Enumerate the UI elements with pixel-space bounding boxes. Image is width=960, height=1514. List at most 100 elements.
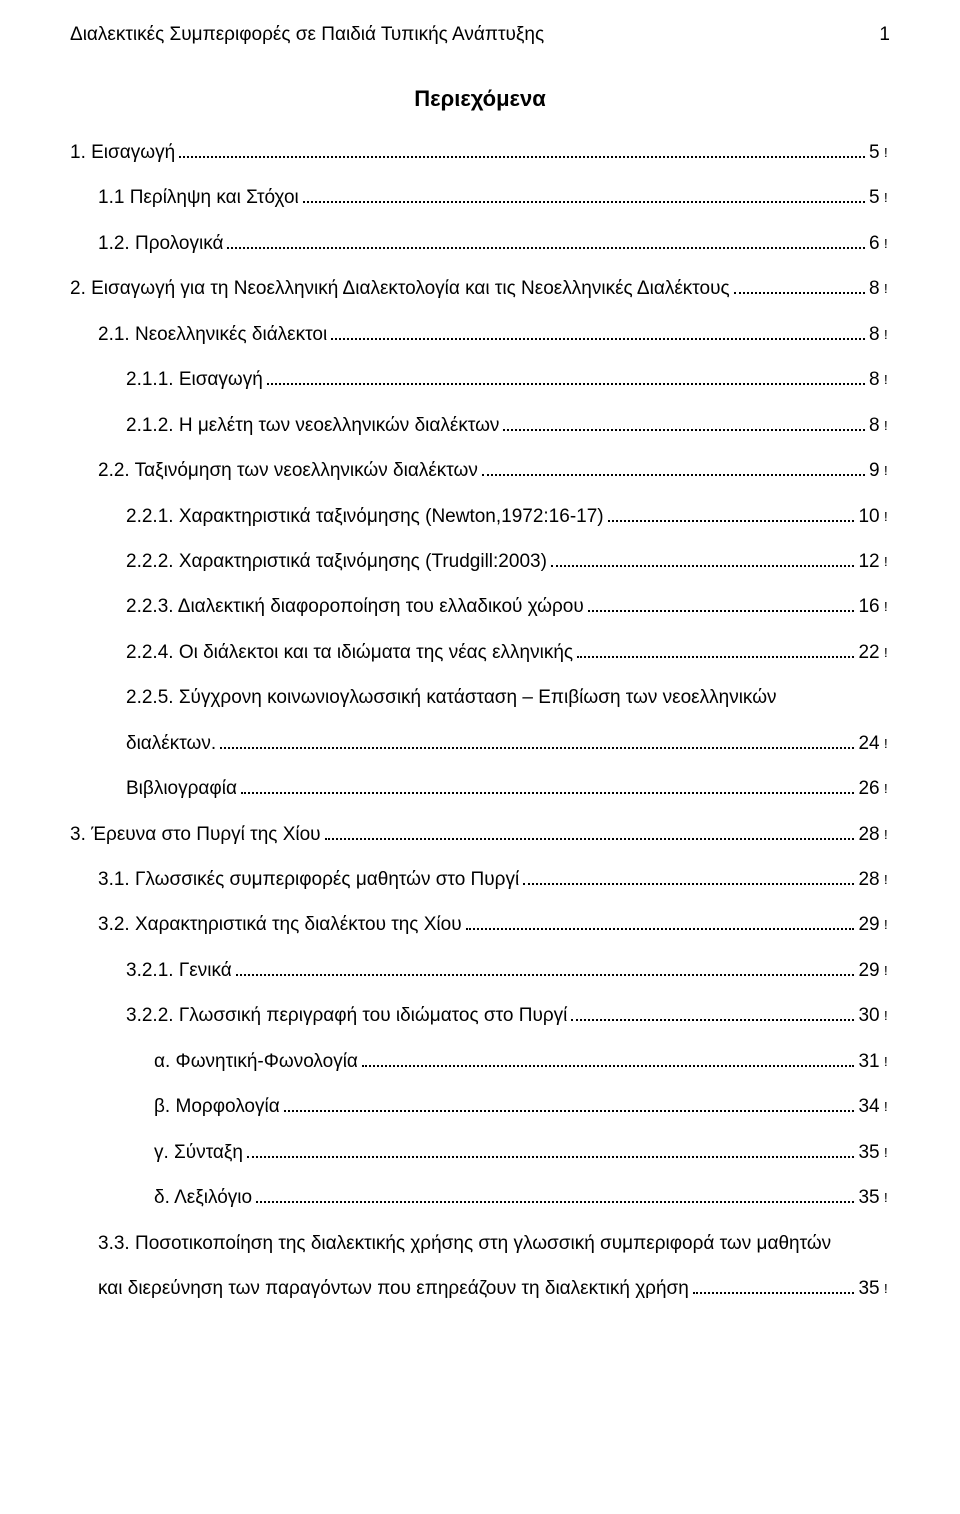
toc-entry-page: 34! <box>858 1092 890 1121</box>
dot-leader <box>227 234 865 249</box>
dot-leader <box>236 961 855 976</box>
toc-entry-label: 2.2.3. Διαλεκτική διαφοροποίηση του ελλα… <box>126 592 584 621</box>
toc-entry: 2.2.5. Σύγχρονη κοινωνιογλωσσική κατάστα… <box>70 683 890 758</box>
toc-entry: β. Μορφολογία 34! <box>70 1092 890 1121</box>
toc-entry-page: 35! <box>858 1183 890 1212</box>
toc-entry-page: 35! <box>858 1274 890 1303</box>
toc-entry-page: 8! <box>869 274 890 303</box>
dot-leader <box>551 552 855 567</box>
toc-entry-page: 35! <box>858 1138 890 1167</box>
dot-leader <box>523 870 854 885</box>
toc-entry-label: 2.2.5. Σύγχρονη κοινωνιογλωσσική κατάστα… <box>126 683 890 712</box>
page: Διαλεκτικές Συμπεριφορές σε Παιδιά Τυπικ… <box>0 0 960 1514</box>
toc-entry-label: 1.1 Περίληψη και Στόχοι <box>98 183 299 212</box>
toc-entry-mark: ! <box>882 235 890 257</box>
toc-entry-label: 2.2. Ταξινόμηση των νεοελληνικών διαλέκτ… <box>98 456 478 485</box>
dot-leader <box>325 824 855 839</box>
toc-entry: 1. Εισαγωγή5! <box>70 138 890 167</box>
toc-entry-label: γ. Σύνταξη <box>154 1138 243 1167</box>
running-title: Διαλεκτικές Συμπεριφορές σε Παιδιά Τυπικ… <box>70 24 544 46</box>
toc-entry-page: 24! <box>858 729 890 758</box>
toc-entry-label: Βιβλιογραφία <box>126 774 237 803</box>
toc-entry-page: 16! <box>858 592 890 621</box>
toc-entry: 3.3. Ποσοτικοποίηση της διαλεκτικής χρήσ… <box>70 1229 890 1304</box>
toc-entry-page: 28! <box>858 820 890 849</box>
toc-entry: 2.2.2. Χαρακτηριστικά ταξινόμησης (Trudg… <box>70 547 890 576</box>
toc-entry-mark: ! <box>882 508 890 530</box>
toc-entry: 2.2.3. Διαλεκτική διαφοροποίηση του ελλα… <box>70 592 890 621</box>
toc-entry-page: 31! <box>858 1047 890 1076</box>
toc-entry-mark: ! <box>882 962 890 984</box>
toc-entry: γ. Σύνταξη 35! <box>70 1138 890 1167</box>
toc-entry-label: 3. Έρευνα στο Πυργί της Χίου <box>70 820 321 849</box>
toc-entry-mark: ! <box>882 189 890 211</box>
toc-entry: 3.1. Γλωσσικές συμπεριφορές μαθητών στο … <box>70 865 890 894</box>
toc-entry: δ. Λεξιλόγιο35! <box>70 1183 890 1212</box>
toc-entry-page: 29! <box>858 956 890 985</box>
toc-entry-line2: και διερεύνηση των παραγόντων που επηρεά… <box>98 1274 890 1303</box>
toc-entry-mark: ! <box>882 1053 890 1075</box>
toc: 1. Εισαγωγή5!1.1 Περίληψη και Στόχοι5!1.… <box>70 138 890 1303</box>
dot-leader <box>482 461 865 476</box>
toc-entry-label: και διερεύνηση των παραγόντων που επηρεά… <box>98 1274 689 1303</box>
toc-entry-page: 12! <box>858 547 890 576</box>
dot-leader <box>331 324 865 339</box>
toc-entry-mark: ! <box>882 280 890 302</box>
toc-entry-mark: ! <box>882 417 890 439</box>
toc-entry-label: 3.3. Ποσοτικοποίηση της διαλεκτικής χρήσ… <box>98 1229 890 1258</box>
dot-leader <box>693 1279 855 1294</box>
toc-entry-mark: ! <box>882 780 890 802</box>
toc-entry-mark: ! <box>882 1280 890 1302</box>
toc-entry: 2.2.4. Οι διάλεκτοι και τα ιδιώματα της … <box>70 638 890 667</box>
dot-leader <box>247 1142 854 1157</box>
dot-leader <box>503 415 865 430</box>
toc-entry-label: 2.2.1. Χαρακτηριστικά ταξινόμησης (Newto… <box>126 502 604 531</box>
toc-entry: 1.2. Προλογικά6! <box>70 229 890 258</box>
toc-entry: 2.2.1. Χαρακτηριστικά ταξινόμησης (Newto… <box>70 502 890 531</box>
toc-entry-mark: ! <box>882 371 890 393</box>
toc-entry-label: 3.2.2. Γλωσσική περιγραφή του ιδιώματος … <box>126 1001 567 1030</box>
toc-entry-label: 2.2.2. Χαρακτηριστικά ταξινόμησης (Trudg… <box>126 547 547 576</box>
toc-entry-mark: ! <box>882 735 890 757</box>
toc-entry-label: 3.2.1. Γενικά <box>126 956 232 985</box>
toc-entry-mark: ! <box>882 871 890 893</box>
dot-leader <box>588 597 855 612</box>
toc-entry-mark: ! <box>882 462 890 484</box>
toc-entry: 2.2. Ταξινόμηση των νεοελληνικών διαλέκτ… <box>70 456 890 485</box>
toc-entry-mark: ! <box>882 598 890 620</box>
toc-entry-page: 5! <box>869 183 890 212</box>
toc-entry-page: 9! <box>869 456 890 485</box>
dot-leader <box>577 643 854 658</box>
toc-entry: 3. Έρευνα στο Πυργί της Χίου 28! <box>70 820 890 849</box>
toc-entry-label: α. Φωνητική-Φωνολογία <box>154 1047 358 1076</box>
dot-leader <box>267 370 865 385</box>
dot-leader <box>256 1188 854 1203</box>
toc-entry: 2. Εισαγωγή για τη Νεοελληνική Διαλεκτολ… <box>70 274 890 303</box>
dot-leader <box>303 188 865 203</box>
toc-entry-page: 6! <box>869 229 890 258</box>
toc-entry: 2.1.2. Η μελέτη των νεοελληνικών διαλέκτ… <box>70 411 890 440</box>
toc-entry-label: 2.1.1. Εισαγωγή <box>126 365 263 394</box>
toc-entry-page: 8! <box>869 411 890 440</box>
toc-entry-label: β. Μορφολογία <box>154 1092 280 1121</box>
toc-entry-mark: ! <box>882 326 890 348</box>
dot-leader <box>241 779 855 794</box>
toc-entry-mark: ! <box>882 644 890 666</box>
toc-entry-page: 29! <box>858 910 890 939</box>
toc-entry-label: 1. Εισαγωγή <box>70 138 175 167</box>
toc-entry-label: 3.1. Γλωσσικές συμπεριφορές μαθητών στο … <box>98 865 519 894</box>
toc-entry-label: διαλέκτων. <box>126 729 216 758</box>
toc-entry-line2: διαλέκτων. 24! <box>126 729 890 758</box>
toc-entry: 3.2. Χαρακτηριστικά της διαλέκτου της Χί… <box>70 910 890 939</box>
toc-entry-mark: ! <box>882 916 890 938</box>
dot-leader <box>220 733 854 748</box>
toc-entry-mark: ! <box>882 1007 890 1029</box>
toc-entry: 1.1 Περίληψη και Στόχοι 5! <box>70 183 890 212</box>
toc-entry-page: 10! <box>858 502 890 531</box>
toc-entry: Βιβλιογραφία26! <box>70 774 890 803</box>
toc-entry: 3.2.2. Γλωσσική περιγραφή του ιδιώματος … <box>70 1001 890 1030</box>
toc-entry-page: 8! <box>869 320 890 349</box>
running-header: Διαλεκτικές Συμπεριφορές σε Παιδιά Τυπικ… <box>70 24 890 46</box>
header-page-number: 1 <box>879 24 890 46</box>
toc-entry-page: 30! <box>858 1001 890 1030</box>
